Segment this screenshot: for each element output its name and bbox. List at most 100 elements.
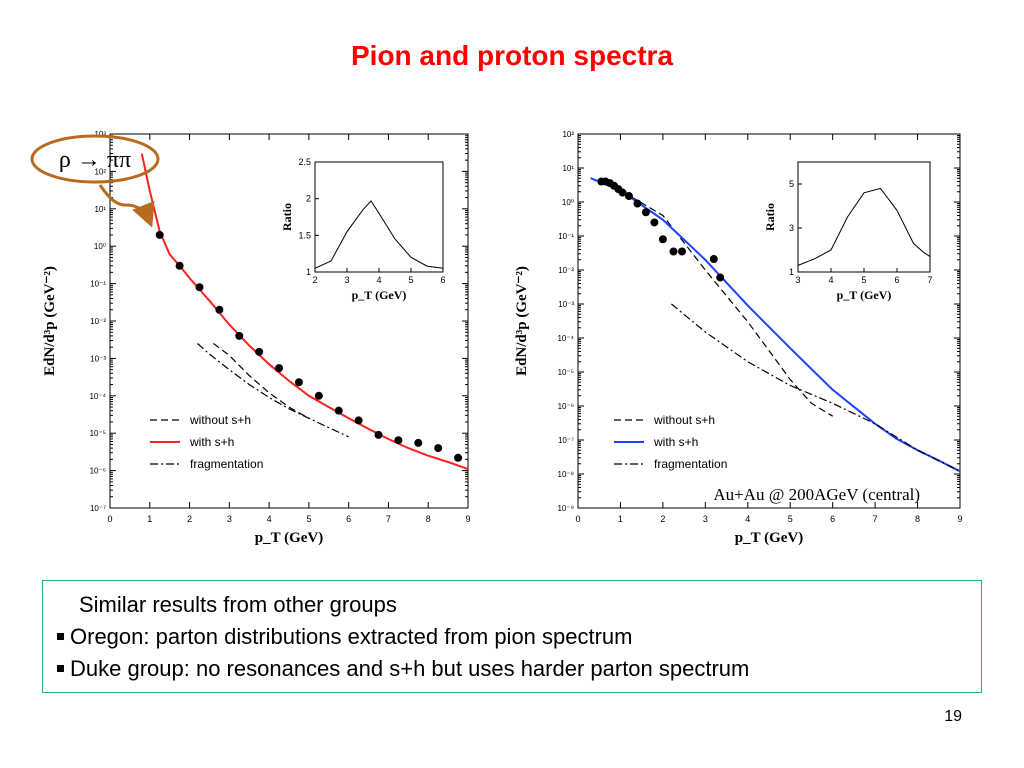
inset-x-tick-label: 7: [927, 275, 932, 285]
data-point: [650, 218, 659, 227]
legend-label: with s+h: [189, 435, 234, 449]
y-axis-label: EdN/d³p (GeV⁻²): [42, 266, 58, 376]
data-point: [374, 430, 383, 439]
x-tick-label: 4: [745, 514, 750, 524]
data-point: [633, 199, 642, 208]
y-tick-label: 10⁻⁶: [90, 467, 106, 476]
data-point: [275, 364, 284, 373]
x-tick-label: 2: [187, 514, 192, 524]
y-tick-label: 10⁻⁶: [558, 402, 574, 411]
x-axis-label: p_T (GeV): [735, 530, 803, 546]
inset-y-tick-label: 1: [789, 267, 794, 277]
inset-frame: [314, 161, 444, 273]
y-tick-label: 10⁻²: [90, 317, 106, 326]
inset-x-tick-label: 3: [795, 275, 800, 285]
y-tick-label: 10⁻⁸: [558, 470, 575, 479]
y-tick-label: 10²: [94, 167, 106, 176]
data-point: [454, 453, 463, 462]
inset-x-tick-label: 2: [312, 275, 317, 285]
y-tick-label: 10⁻³: [558, 300, 574, 309]
y-tick-label: 10¹: [94, 205, 106, 214]
series-line-without-s-h: [213, 343, 310, 419]
series-line-without-s-h: [590, 177, 834, 417]
y-tick-label: 10⁻⁵: [90, 429, 106, 438]
x-tick-label: 2: [660, 514, 665, 524]
x-tick-label: 5: [788, 514, 793, 524]
x-axis-label: p_T (GeV): [255, 530, 323, 546]
y-tick-label: 10⁻⁴: [557, 334, 574, 343]
y-tick-label: 10⁻⁷: [90, 504, 106, 513]
legend-label: fragmentation: [190, 457, 263, 471]
y-tick-label: 10⁻¹: [90, 280, 106, 289]
inset-y-tick-label: 5: [789, 179, 794, 189]
inset-x-label: p_T (GeV): [837, 288, 892, 302]
x-tick-label: 1: [618, 514, 623, 524]
data-point: [434, 444, 443, 453]
inset-y-label: Ratio: [280, 203, 294, 231]
inset-x-tick-label: 6: [894, 275, 899, 285]
proton-chart-svg: 0 1 2 3 4 5 6 7 8 9 10⁻⁹ 10⁻⁸ 10⁻⁷ 10⁻⁶ 10⁻⁵ 10⁻⁴ 10⁻³ 10…: [514, 130, 963, 546]
x-tick-label: 4: [267, 514, 272, 524]
data-point: [394, 436, 403, 445]
x-tick-label: 5: [306, 514, 311, 524]
y-tick-label: 10⁻²: [558, 266, 574, 275]
x-tick-label: 7: [873, 514, 878, 524]
slide-title: Pion and proton spectra: [350, 40, 674, 71]
data-point: [314, 391, 323, 400]
y-tick-label: 10⁻⁷: [558, 436, 574, 445]
page-number: 19: [944, 708, 962, 725]
y-tick-label: 10¹: [562, 164, 574, 173]
y-tick-label: 10⁻⁹: [557, 504, 574, 513]
x-tick-label: 3: [703, 514, 708, 524]
data-point: [155, 230, 164, 239]
x-tick-label: 9: [465, 514, 470, 524]
x-tick-label: 6: [346, 514, 351, 524]
legend-label: without s+h: [189, 413, 251, 427]
data-point: [624, 192, 633, 201]
inset-x-tick-label: 4: [828, 275, 833, 285]
y-tick-label: 10³: [94, 130, 106, 139]
data-point: [618, 188, 627, 197]
data-point: [716, 273, 725, 282]
bullet-icon: [57, 633, 64, 641]
summary-textbox: Similar results from other groups Oregon…: [42, 580, 982, 693]
x-tick-label: 0: [575, 514, 580, 524]
pion-spectrum-chart: 0 1 2 3 4 5 6 7 8 9 10⁻⁷ 10⁻⁶ 10⁻⁵ 10⁻⁴ 10⁻³ 10⁻² 10⁻¹ 10…: [38, 120, 498, 560]
x-tick-label: 1: [147, 514, 152, 524]
inset-y-tick-label: 3: [789, 223, 794, 233]
inset-frame: [797, 161, 931, 273]
y-tick-label: 10⁰: [562, 198, 574, 207]
data-point: [414, 438, 423, 447]
inset-y-label: Ratio: [763, 203, 777, 231]
inset-x-tick-label: 5: [408, 275, 413, 285]
data-point: [334, 406, 343, 415]
inset-ratio-line: [797, 187, 931, 266]
series-line-fragmentation: [197, 343, 349, 438]
inset-y-tick-label: 1.5: [298, 230, 311, 240]
x-tick-label: 8: [426, 514, 431, 524]
legend-label: without s+h: [653, 413, 715, 427]
inset-x-tick-label: 5: [861, 275, 866, 285]
data-point: [215, 305, 224, 314]
y-tick-label: 10⁰: [94, 242, 106, 251]
bullet-text: Oregon: parton distributions extracted f…: [70, 624, 633, 649]
bullet-item-duke: Duke group: no resonances and s+h but us…: [53, 653, 971, 685]
data-point: [354, 416, 363, 425]
legend-label: fragmentation: [654, 457, 727, 471]
data-point: [255, 347, 264, 356]
proton-spectrum-chart: 0 1 2 3 4 5 6 7 8 9 10⁻⁹ 10⁻⁸ 10⁻⁷ 10⁻⁶ 10⁻⁵ 10⁻⁴ 10⁻³ 10…: [510, 120, 980, 560]
y-tick-label: 10⁻³: [90, 354, 106, 363]
x-tick-label: 3: [227, 514, 232, 524]
bullet-item-oregon: Oregon: parton distributions extracted f…: [53, 621, 971, 653]
bullet-text: Duke group: no resonances and s+h but us…: [70, 656, 750, 681]
rho-annotation: ρ → ππ: [30, 133, 165, 185]
x-tick-label: 9: [957, 514, 962, 524]
data-point: [709, 255, 718, 264]
series-line-fragmentation: [671, 303, 961, 472]
pion-chart-svg: 0 1 2 3 4 5 6 7 8 910⁻⁷10⁻⁶10⁻⁵10⁻⁴10⁻³10⁻²10⁻¹10…: [42, 130, 471, 546]
x-tick-label: 7: [386, 514, 391, 524]
annotation-ellipse: [30, 134, 160, 184]
data-point: [669, 247, 678, 256]
x-tick-label: 8: [915, 514, 920, 524]
bullet-icon: [57, 665, 64, 673]
